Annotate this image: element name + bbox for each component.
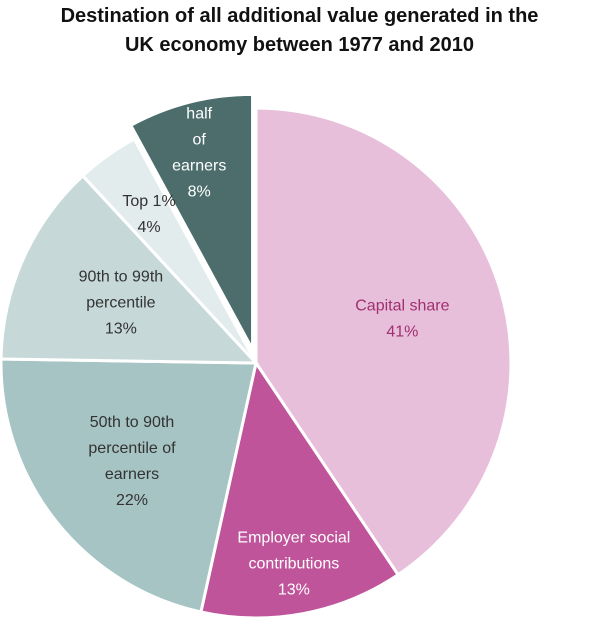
pie-slice-label-4: Top 1% 4% [122, 193, 175, 236]
pie-slice-label-2: 50th to 90th percentile of earners 22% [88, 414, 176, 509]
pie-slice-label-5-line-3: earners [172, 157, 226, 174]
pie-slice-5 [128, 92, 255, 351]
pie-slice-label-5-line-4: 8% [188, 183, 211, 200]
pie-slice-3 [0, 173, 260, 365]
pie-slice-label-5-line-0: Bottom [174, 79, 225, 96]
pie-slice-label-0-line-0: Capital share [355, 297, 449, 314]
pie-slice-label-1-line-0: Employer social [237, 530, 350, 547]
pie-slice-label-0: Capital share 41% [355, 297, 449, 340]
pie-slice-label-2-line-3: 22% [116, 492, 148, 509]
pie-slice-label-1: Employer social contributions 13% [237, 530, 350, 599]
pie-slice-label-3-line-0: 90th to 99th [79, 269, 164, 286]
pie-slice-0 [254, 106, 513, 577]
pie-slice-4 [80, 136, 258, 365]
chart-title-line-1: Destination of all additional value gene… [60, 5, 539, 27]
pie-slice-label-3-line-1: percentile [86, 295, 155, 312]
pie-slice-label-2-line-1: percentile of [88, 440, 176, 457]
pie-slice-label-4-line-1: 4% [137, 219, 160, 236]
pie-slice-label-3: 90th to 99th percentile 13% [79, 269, 164, 338]
pie-slice-label-1-line-1: contributions [249, 556, 340, 573]
chart-title-line-2: UK economy between 1977 and 2010 [124, 34, 475, 56]
pie-slice-label-5: Bottom half of earners 8% [172, 79, 226, 200]
pie-slice-label-2-line-2: earners [105, 466, 159, 483]
pie-slice-label-0-line-1: 41% [386, 323, 418, 340]
chart-title: Destination of all additional value gene… [0, 2, 599, 60]
pie-slice-2 [0, 357, 258, 614]
pie-slice-label-5-line-2: of [193, 131, 207, 148]
pie-slice-label-1-line-2: 13% [278, 582, 310, 599]
pie-slice-label-5-line-1: half [186, 105, 212, 122]
pie-slice-label-2-line-0: 50th to 90th [90, 414, 175, 431]
pie-slice-label-4-line-0: Top 1% [122, 193, 175, 210]
pie-slice-label-3-line-2: 13% [105, 321, 137, 338]
pie-slice-1 [199, 359, 401, 619]
